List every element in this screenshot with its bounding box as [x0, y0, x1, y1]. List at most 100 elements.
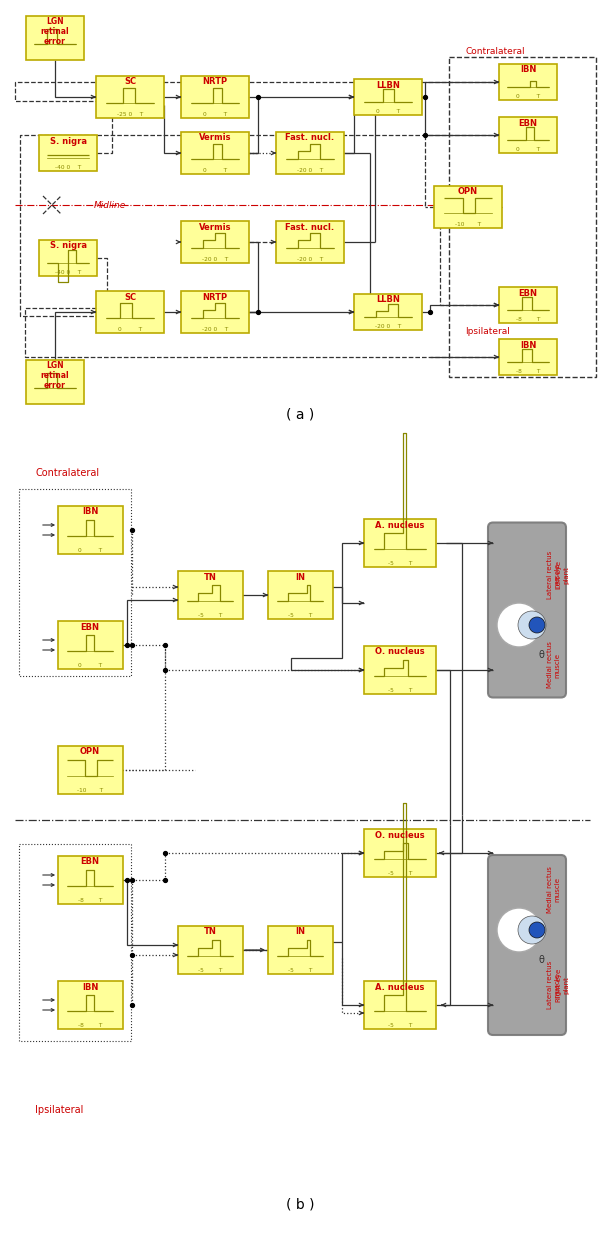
Text: O. nucleus: O. nucleus: [375, 830, 425, 839]
Text: S. nigra: S. nigra: [49, 137, 86, 146]
Text: LLBN: LLBN: [376, 295, 400, 305]
Text: IBN: IBN: [520, 341, 536, 349]
FancyBboxPatch shape: [26, 360, 84, 404]
Text: Left eye
plant: Left eye plant: [557, 561, 569, 589]
FancyBboxPatch shape: [268, 926, 332, 974]
FancyBboxPatch shape: [96, 77, 164, 118]
FancyBboxPatch shape: [181, 132, 249, 174]
FancyBboxPatch shape: [499, 339, 557, 375]
Text: -8        T: -8 T: [516, 369, 540, 374]
Text: LGN
retinal
error: LGN retinal error: [41, 362, 70, 390]
Text: OPN: OPN: [80, 748, 100, 756]
FancyBboxPatch shape: [364, 829, 436, 877]
Text: Contralateral: Contralateral: [35, 468, 99, 478]
Text: -25 0    T: -25 0 T: [117, 112, 143, 117]
Text: TN: TN: [203, 573, 217, 581]
Text: 0         T: 0 T: [78, 548, 102, 553]
Text: Right eye
plant: Right eye plant: [557, 969, 569, 1002]
FancyBboxPatch shape: [181, 221, 249, 263]
Text: Ipsilateral: Ipsilateral: [465, 327, 510, 337]
FancyBboxPatch shape: [499, 288, 557, 323]
Text: -20 0    T: -20 0 T: [297, 257, 323, 262]
Text: IN: IN: [295, 928, 305, 937]
FancyBboxPatch shape: [39, 135, 97, 172]
FancyBboxPatch shape: [268, 571, 332, 619]
FancyBboxPatch shape: [58, 856, 122, 905]
Circle shape: [529, 617, 545, 633]
FancyBboxPatch shape: [354, 294, 422, 329]
Text: Medial rectus
muscle: Medial rectus muscle: [548, 866, 560, 913]
Text: Contralateral: Contralateral: [465, 47, 524, 57]
FancyBboxPatch shape: [178, 571, 242, 619]
Text: 0         T: 0 T: [516, 147, 540, 152]
Text: -20 0    T: -20 0 T: [375, 325, 401, 329]
Text: -20 0    T: -20 0 T: [297, 168, 323, 173]
Text: OPN: OPN: [458, 188, 478, 196]
Text: -8        T: -8 T: [78, 1023, 102, 1028]
Text: SC: SC: [124, 292, 136, 301]
Text: -10       T: -10 T: [77, 789, 103, 793]
Text: -5        T: -5 T: [288, 967, 312, 972]
FancyBboxPatch shape: [39, 239, 97, 276]
Text: Vermis: Vermis: [199, 133, 231, 142]
Text: IBN: IBN: [520, 65, 536, 74]
Text: Midline: Midline: [94, 200, 126, 210]
FancyBboxPatch shape: [364, 647, 436, 694]
Text: A. nucleus: A. nucleus: [376, 521, 425, 529]
Text: Vermis: Vermis: [199, 222, 231, 232]
FancyBboxPatch shape: [364, 520, 436, 566]
Text: -10       T: -10 T: [455, 222, 481, 227]
FancyBboxPatch shape: [488, 522, 566, 697]
Text: -5        T: -5 T: [388, 871, 412, 876]
Text: -5        T: -5 T: [388, 1023, 412, 1028]
Text: θ: θ: [538, 955, 544, 965]
Text: IBN: IBN: [82, 507, 98, 517]
FancyBboxPatch shape: [499, 117, 557, 153]
Text: 0         T: 0 T: [203, 112, 227, 117]
Text: -20 0    T: -20 0 T: [202, 327, 228, 332]
Circle shape: [497, 908, 541, 951]
FancyBboxPatch shape: [96, 291, 164, 333]
Text: EBN: EBN: [80, 622, 100, 632]
Circle shape: [518, 611, 546, 639]
Text: NRTP: NRTP: [202, 292, 227, 301]
Circle shape: [497, 603, 541, 647]
FancyBboxPatch shape: [178, 926, 242, 974]
Text: 0         T: 0 T: [118, 327, 142, 332]
FancyBboxPatch shape: [58, 981, 122, 1029]
Text: LGN
retinal
error: LGN retinal error: [41, 17, 70, 46]
FancyBboxPatch shape: [354, 79, 422, 115]
Text: -40 0    T: -40 0 T: [55, 270, 81, 275]
FancyBboxPatch shape: [181, 291, 249, 333]
Text: SC: SC: [124, 78, 136, 86]
Text: Fast. nucl.: Fast. nucl.: [286, 133, 335, 142]
FancyBboxPatch shape: [276, 221, 344, 263]
Text: EBN: EBN: [518, 118, 538, 127]
Text: EBN: EBN: [80, 858, 100, 866]
Text: LLBN: LLBN: [376, 80, 400, 90]
Text: Fast. nucl.: Fast. nucl.: [286, 222, 335, 232]
Text: IBN: IBN: [82, 982, 98, 991]
Text: 0         T: 0 T: [376, 109, 400, 114]
FancyBboxPatch shape: [364, 981, 436, 1029]
FancyBboxPatch shape: [276, 132, 344, 174]
Text: Ipsilateral: Ipsilateral: [35, 1104, 83, 1116]
Text: ( b ): ( b ): [286, 1198, 314, 1212]
FancyBboxPatch shape: [58, 506, 122, 554]
Text: 0         T: 0 T: [78, 663, 102, 668]
Text: Lateral rectus
muscle: Lateral rectus muscle: [548, 961, 560, 1009]
Text: -40 0    T: -40 0 T: [55, 165, 81, 170]
Text: 0         T: 0 T: [516, 94, 540, 99]
Circle shape: [518, 916, 546, 944]
FancyBboxPatch shape: [58, 747, 122, 793]
Text: -5        T: -5 T: [388, 689, 412, 694]
Text: S. nigra: S. nigra: [49, 242, 86, 251]
Text: -5        T: -5 T: [198, 613, 222, 618]
FancyBboxPatch shape: [499, 64, 557, 100]
Text: Lateral rectus
muscle: Lateral rectus muscle: [548, 550, 560, 600]
Text: EBN: EBN: [518, 289, 538, 297]
Text: TN: TN: [203, 928, 217, 937]
Text: A. nucleus: A. nucleus: [376, 982, 425, 991]
Text: θ: θ: [538, 650, 544, 660]
Text: -8        T: -8 T: [78, 898, 102, 903]
